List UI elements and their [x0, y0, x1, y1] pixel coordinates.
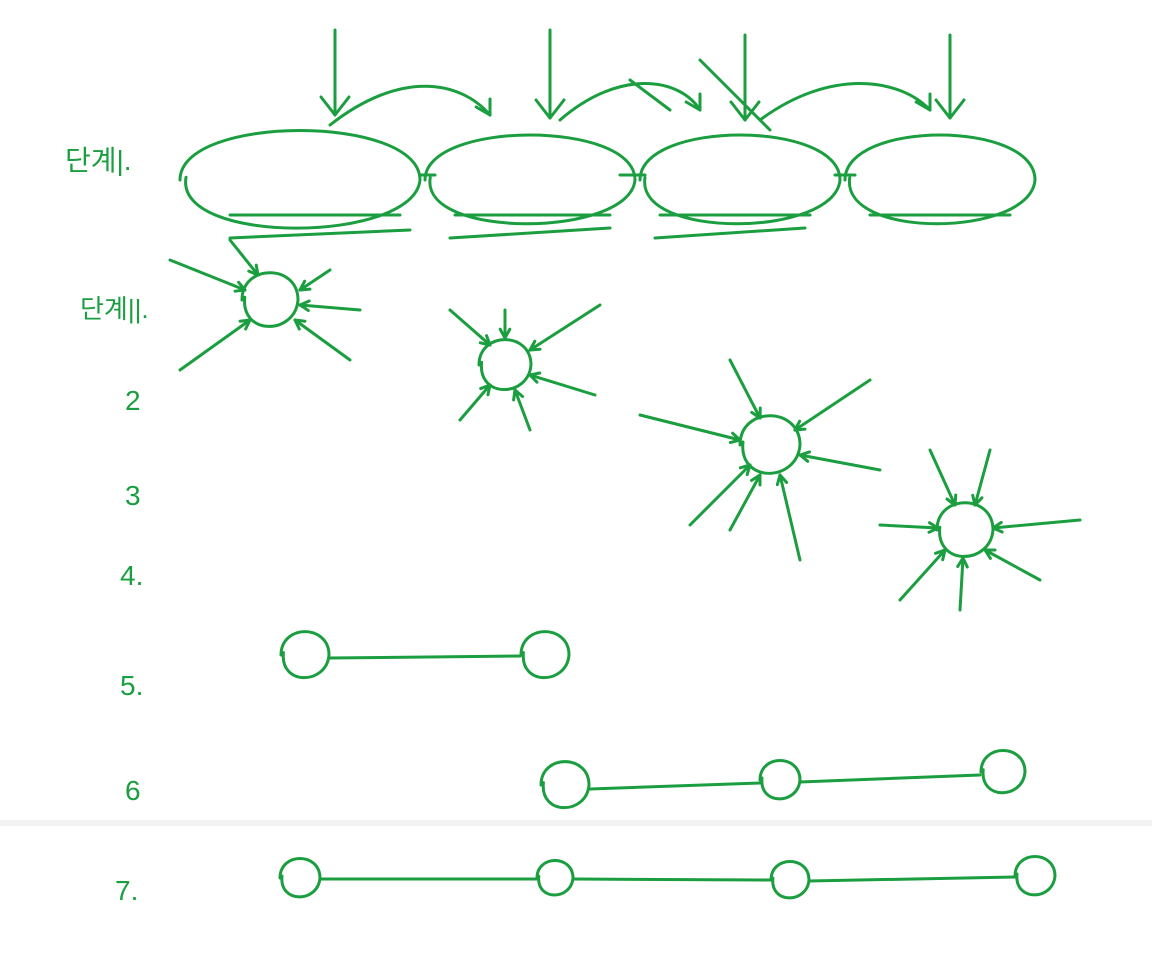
chain-0-link-0 — [330, 656, 520, 658]
starburst-core-1 — [479, 340, 531, 390]
starburst-ray-2-2 — [795, 380, 870, 430]
arrow-head — [536, 100, 550, 118]
chain-2-link-1 — [573, 879, 771, 880]
row-label-4: 4. — [120, 560, 143, 591]
starburst-ray-3-5 — [900, 550, 945, 600]
section-divider — [0, 820, 1152, 826]
link-arc-1 — [560, 84, 700, 121]
starburst-ray-3-6 — [880, 525, 938, 528]
link-arc-0 — [330, 86, 490, 125]
starburst-ray-0-4 — [180, 320, 250, 370]
oval-scribble-2 — [655, 228, 805, 238]
row-label-7: 7. — [115, 875, 138, 906]
row-label-3: 3 — [125, 480, 141, 511]
oval-scribble-1 — [450, 228, 610, 238]
ray-head — [795, 429, 805, 430]
row-label-1: 단계||. — [80, 294, 149, 324]
chain-2-node-0 — [280, 859, 320, 897]
chain-2-node-3 — [1015, 857, 1055, 895]
chain-1-node-2 — [981, 751, 1025, 793]
chain-2-node-1 — [537, 860, 573, 895]
chain-1-link-1 — [800, 775, 980, 782]
diagram-canvas: 단계|. 단계||. 2 3 4. 5. 6 7. — [0, 0, 1152, 973]
starburst-ray-2-5 — [690, 465, 750, 525]
starburst-ray-1-0 — [450, 310, 490, 345]
ray-head — [300, 289, 310, 290]
chain-0-node-0 — [281, 632, 329, 678]
arrow-head — [936, 100, 950, 118]
stage-oval-2 — [640, 135, 840, 224]
starburst-ray-3-2 — [993, 520, 1080, 528]
arrow-head — [321, 97, 335, 115]
ray-head — [777, 475, 780, 485]
starburst-ray-1-1 — [530, 305, 600, 350]
oval-scribble-0 — [230, 230, 410, 238]
starburst-ray-1-2 — [530, 375, 595, 395]
starburst-ray-3-0 — [930, 450, 955, 505]
stage-oval-3 — [845, 135, 1035, 224]
starburst-ray-2-0 — [640, 415, 740, 440]
starburst-ray-2-3 — [800, 455, 880, 470]
row-label-2: 2 — [125, 385, 141, 416]
starburst-ray-2-1 — [730, 360, 760, 418]
row-label-0: 단계|. — [65, 145, 132, 176]
chain-1-node-0 — [541, 762, 589, 808]
row-label-6: 6 — [125, 775, 141, 806]
row-label-5: 5. — [120, 670, 143, 701]
link-arc-2 — [760, 84, 930, 121]
starburst-ray-1-4 — [460, 385, 490, 420]
extra-slash-0 — [700, 60, 770, 130]
starburst-core-3 — [937, 503, 993, 557]
chain-1-link-0 — [590, 783, 760, 789]
arrow-head — [550, 100, 564, 118]
arrow-head — [950, 100, 964, 118]
chain-2-node-2 — [771, 861, 809, 897]
ray-head — [256, 265, 258, 275]
chain-2-link-2 — [809, 877, 1015, 881]
starburst-core-0 — [242, 273, 298, 327]
chain-1-node-1 — [760, 761, 800, 799]
starburst-ray-3-3 — [985, 550, 1040, 580]
ray-head — [955, 495, 956, 505]
starburst-ray-3-4 — [960, 558, 963, 610]
ray-head — [530, 349, 540, 350]
ray-head — [240, 320, 250, 321]
starburst-ray-0-0 — [170, 260, 245, 290]
stage-oval-1 — [425, 135, 635, 224]
ray-head — [514, 390, 515, 400]
starburst-ray-0-5 — [230, 240, 258, 275]
stage-oval-0 — [180, 131, 420, 229]
starburst-ray-2-4 — [780, 475, 800, 560]
chain-0-node-1 — [521, 632, 569, 678]
starburst-ray-0-3 — [295, 320, 350, 360]
starburst-ray-2-6 — [730, 475, 760, 530]
